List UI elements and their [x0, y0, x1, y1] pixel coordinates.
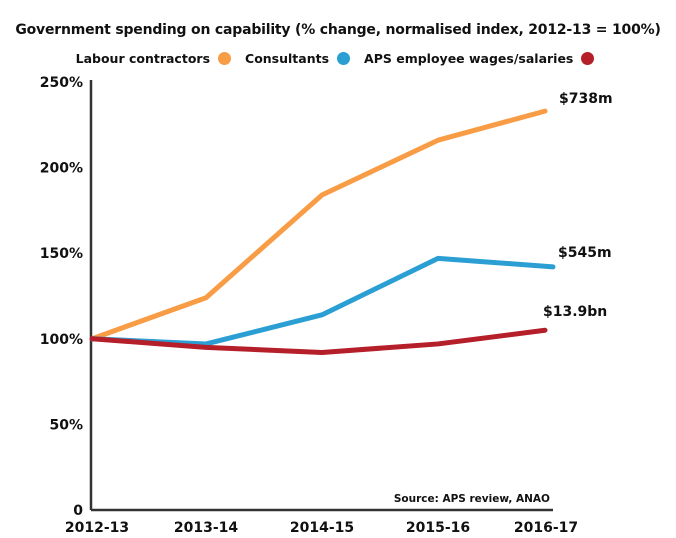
series-line-labour-contractors	[89, 108, 548, 342]
legend-label: Consultants	[245, 51, 330, 66]
legend: Labour contractors Consultants APS emplo…	[0, 51, 676, 66]
y-tick-label: 250%	[40, 75, 83, 91]
legend-swatch	[581, 52, 595, 65]
legend-swatch	[337, 52, 351, 65]
series-lines	[89, 108, 556, 355]
end-value-label: $13.9bn	[543, 304, 607, 320]
legend-item-aps-wages: APS employee wages/salaries	[364, 51, 595, 66]
y-tick-label: 100%	[40, 332, 83, 348]
x-tick-label: 2015-16	[406, 520, 470, 536]
y-tick-label: 150%	[40, 246, 83, 262]
x-tick-label: 2013-14	[174, 520, 239, 536]
legend-label: APS employee wages/salaries	[364, 51, 574, 66]
labels: $738m $545m $13.9bn Source: APS review, ANA…	[394, 91, 613, 505]
axes: 0 50% 100% 150% 200% 250% 2012-13 2013-14 2014-1…	[40, 75, 578, 536]
y-tick-label: 50%	[49, 417, 83, 433]
chart-title: Government spending on capability (% cha…	[15, 22, 661, 38]
legend-item-consultants: Consultants	[245, 51, 351, 66]
legend-label: Labour contractors	[75, 51, 211, 66]
end-value-label: $545m	[558, 245, 612, 261]
x-tick-label: 2016-17	[514, 520, 578, 536]
y-tick-label: 0	[73, 503, 83, 519]
legend-item-labour-contractors: Labour contractors	[75, 51, 232, 66]
end-value-label: $738m	[559, 91, 613, 107]
legend-swatch	[218, 52, 232, 65]
source-note: Source: APS review, ANAO	[394, 493, 550, 505]
x-tick-label: 2014-15	[290, 520, 354, 536]
y-tick-label: 200%	[40, 161, 83, 177]
x-tick-label: 2012-13	[65, 520, 129, 536]
series-line-consultants	[89, 255, 556, 347]
